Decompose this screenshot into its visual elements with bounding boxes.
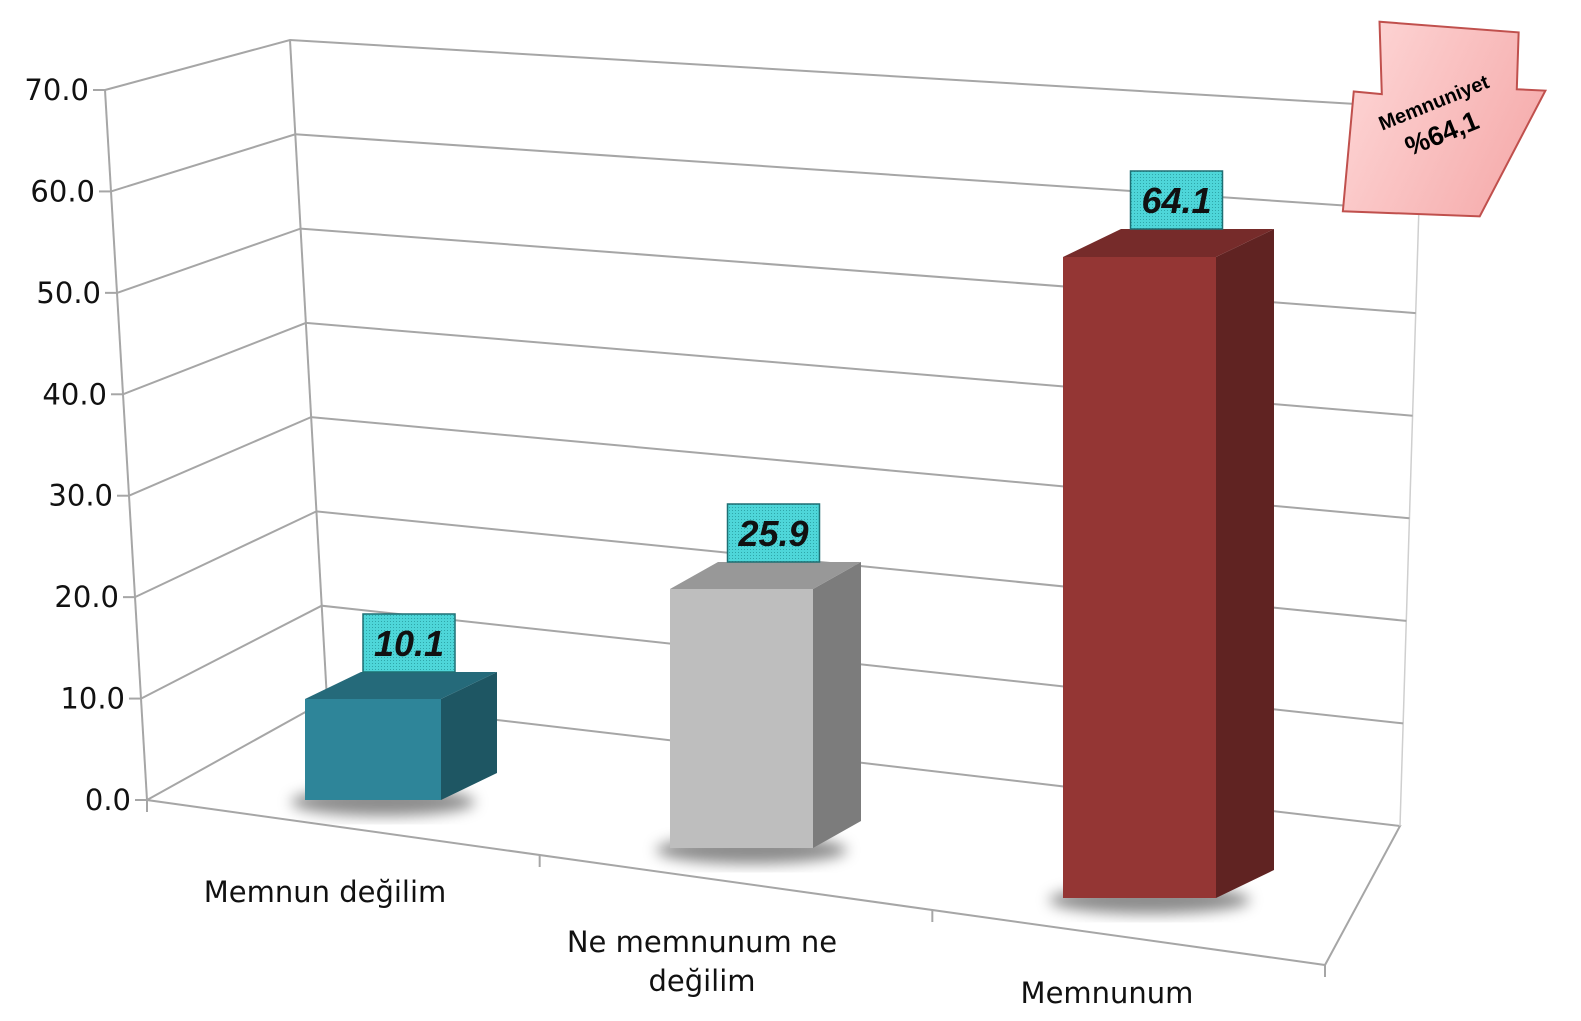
callout-arrow-shape [1341, 20, 1548, 218]
chart-gridlines [93, 38, 1423, 977]
y-tick-label: 20.0 [54, 580, 119, 614]
gridline [140, 604, 1404, 725]
chart-bars [291, 229, 1274, 914]
data-label-box [1129, 170, 1224, 230]
data-label: 10.1 [374, 623, 444, 664]
data-labels: 10.1 25.9 64.1 [362, 170, 1224, 673]
bar-front-face [305, 699, 441, 800]
bar-front-face [1063, 257, 1216, 898]
gridline [110, 133, 1419, 212]
back-wall-edge [289, 39, 328, 701]
data-label: 64.1 [1141, 180, 1211, 221]
y-tick-label: 10.0 [60, 682, 125, 716]
x-category-label-line: Ne memnunum ne [567, 925, 837, 959]
y-tick-label: 70.0 [24, 73, 89, 107]
gridline [134, 510, 1407, 622]
bar-top-face [1063, 229, 1274, 257]
bar-1 [291, 672, 497, 816]
x-category-label-line: Memnunum [1021, 976, 1194, 1010]
bar-front-face [670, 589, 813, 848]
x-category-label: Memnun değilim [204, 875, 447, 909]
x-category-label: Ne memnunum ne değilim [567, 925, 837, 998]
gridline [128, 416, 1410, 520]
x-category-label-line: Memnun değilim [204, 875, 447, 909]
data-label: 25.9 [737, 513, 808, 554]
y-tick-label: 0.0 [85, 783, 131, 817]
gridline [116, 227, 1416, 315]
y-tick-label: 30.0 [48, 479, 113, 513]
x-axis-category-labels: Memnun değilim Ne memnunum ne değilim Memnu… [204, 875, 1194, 1010]
y-tick-label: 40.0 [42, 377, 107, 411]
bar-2 [656, 562, 861, 864]
y-axis-line [104, 89, 148, 801]
gridline [104, 38, 1423, 109]
bar-side-face [441, 672, 497, 800]
bar-side-face [1216, 229, 1274, 898]
x-category-label: Memnunum [1021, 976, 1194, 1010]
back-right-edge [1399, 107, 1423, 827]
bar-top-face [670, 562, 861, 589]
bar-side-face [813, 562, 861, 848]
data-label-box [726, 503, 821, 563]
y-tick-label: 50.0 [36, 276, 101, 310]
x-category-label-line: değilim [648, 964, 755, 998]
bar-3 [1049, 229, 1274, 914]
gridline [122, 321, 1413, 417]
callout-arrow: Memnuniyet %64,1 [1341, 20, 1548, 218]
bar-top-face [305, 672, 497, 699]
data-label-box [362, 613, 456, 673]
y-axis-tick-labels: 0.0 10.0 20.0 30.0 40.0 50.0 60.0 70.0 [24, 73, 131, 817]
y-tick-label: 60.0 [30, 174, 95, 208]
